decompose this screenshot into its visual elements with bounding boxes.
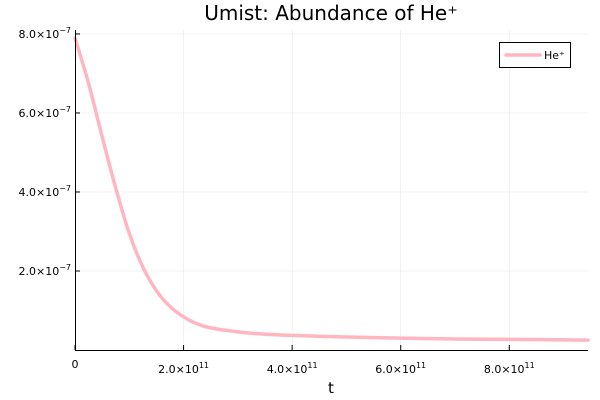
grid bbox=[75, 30, 588, 350]
y-tick-label: 6.0×10−7 bbox=[18, 105, 71, 120]
legend-label: He⁺ bbox=[544, 49, 565, 62]
y-tick-label: 2.0×10−7 bbox=[18, 263, 71, 278]
x-tick-label: 4.0×1011 bbox=[267, 361, 318, 376]
x-tick-label: 0 bbox=[72, 358, 79, 371]
y-tick-label: 4.0×10−7 bbox=[18, 184, 71, 199]
x-tick-label: 2.0×1011 bbox=[158, 361, 209, 376]
series-line bbox=[73, 36, 590, 342]
legend: He⁺ bbox=[499, 42, 571, 68]
x-tick-label: 8.0×1011 bbox=[484, 361, 535, 376]
axes bbox=[75, 30, 588, 351]
x-axis-label: t bbox=[328, 379, 334, 397]
x-tick-label: 6.0×1011 bbox=[375, 361, 426, 376]
series-layer bbox=[73, 36, 590, 342]
y-ticks: 2.0×10−7 4.0×10−7 6.0×10−7 8.0×10−7 bbox=[18, 26, 80, 278]
chart-title: Umist: Abundance of He⁺ bbox=[204, 1, 458, 25]
y-tick-label: 8.0×10−7 bbox=[18, 26, 71, 41]
x-ticks: 0 2.0×1011 4.0×1011 6.0×1011 8.0×1011 bbox=[72, 345, 535, 376]
